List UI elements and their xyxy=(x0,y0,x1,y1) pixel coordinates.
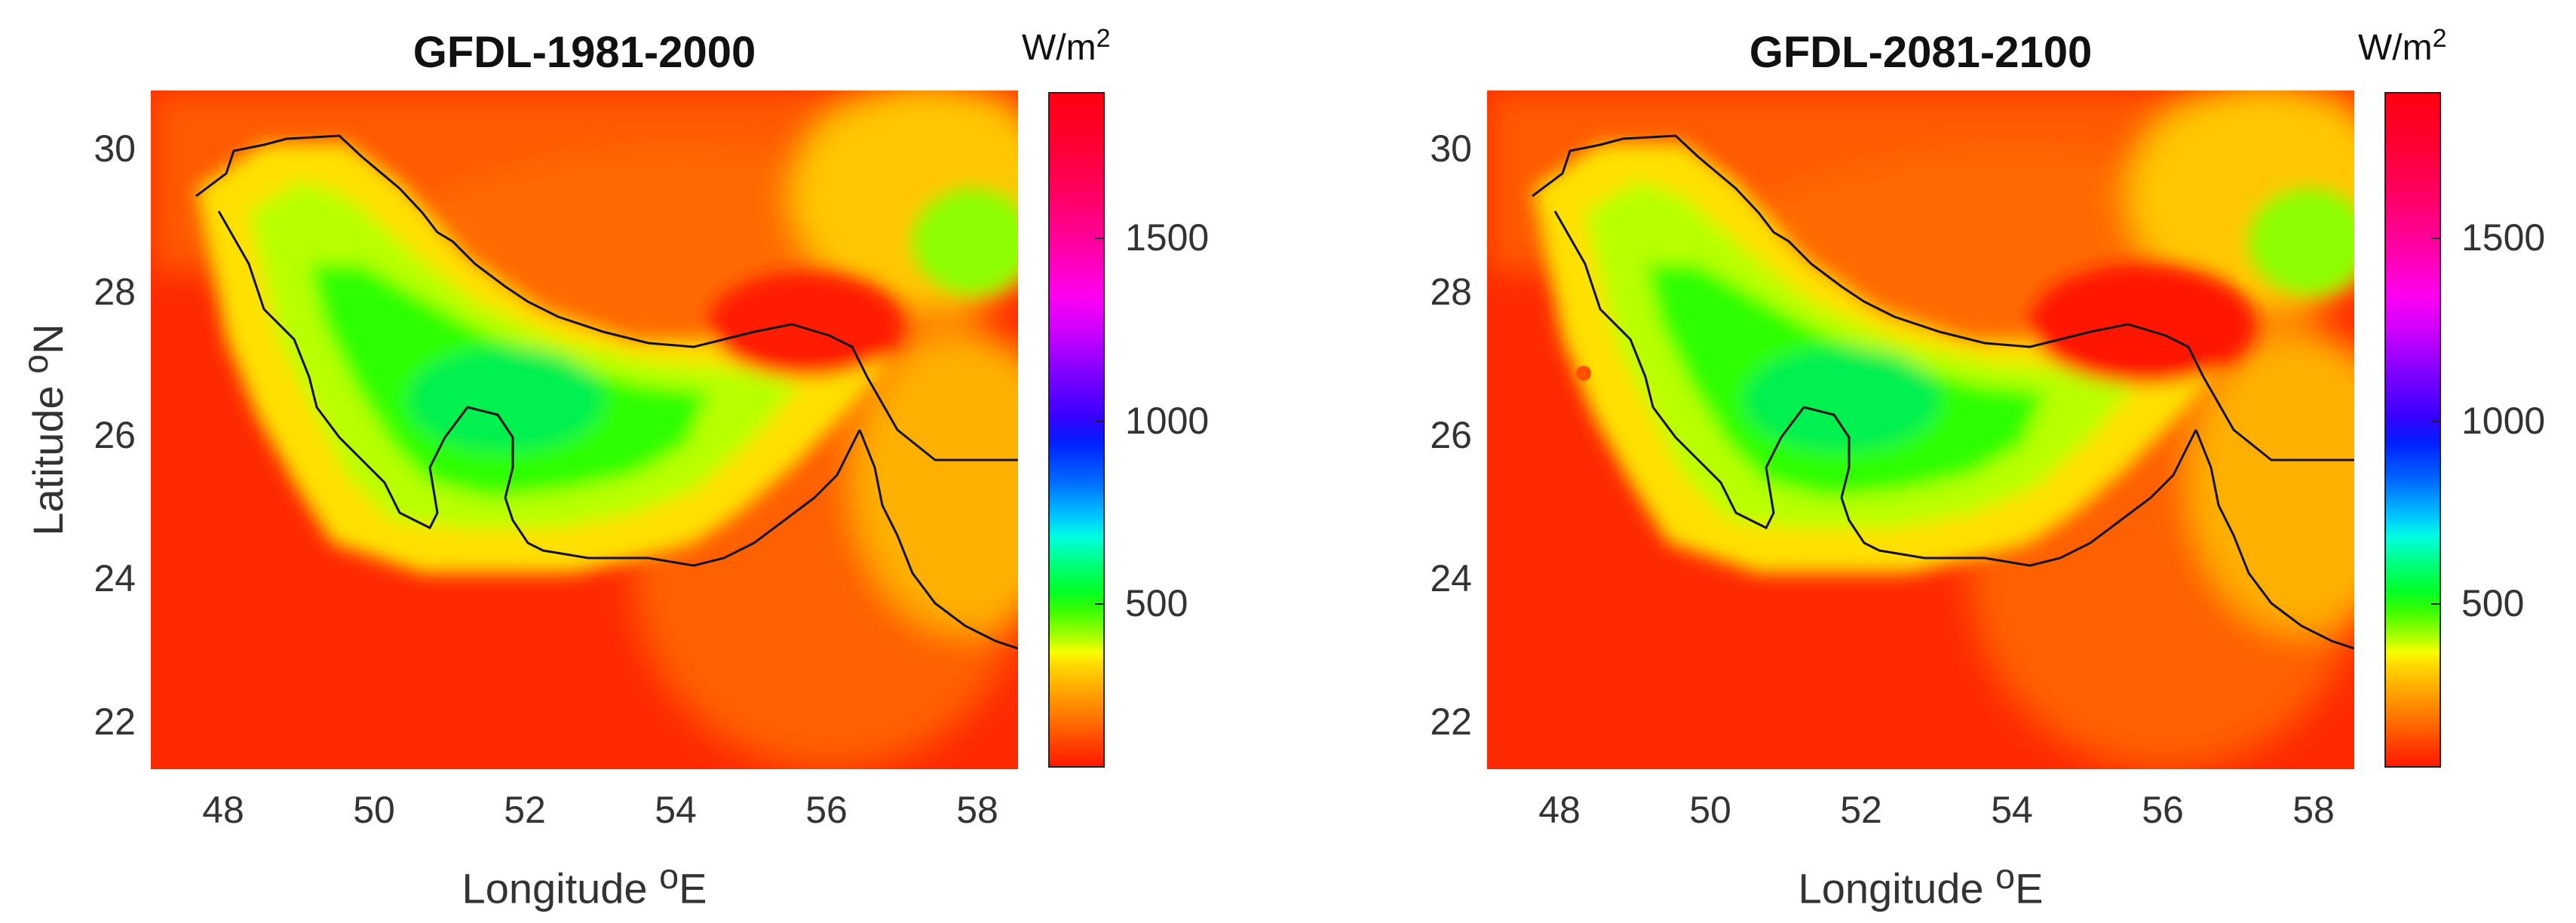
chart-title: GFDL-1981-2000 xyxy=(412,28,756,77)
y-tick-label: 24 xyxy=(94,557,136,599)
x-tick-label: 58 xyxy=(956,789,998,831)
y-tick-label: 26 xyxy=(1430,414,1472,456)
y-axis-degree: o xyxy=(16,354,56,374)
x-tick-label: 50 xyxy=(353,789,395,831)
panel-2081-2100: GFDL-2081-2100 xyxy=(1336,0,2576,923)
y-tick-label: 24 xyxy=(1430,557,1472,599)
colorbar xyxy=(1048,92,1105,768)
field-east-yellow xyxy=(852,332,1018,633)
x-tick-label: 48 xyxy=(1538,789,1581,831)
x-axis-unit: E xyxy=(679,864,707,912)
field-northeast-green xyxy=(2249,189,2354,294)
x-axis-label: Longitude oE xyxy=(151,856,1018,913)
coastline-arabia xyxy=(195,134,1018,462)
x-axis-label-text: Longitude xyxy=(462,864,648,912)
x-axis-degree: o xyxy=(659,857,679,896)
y-tick-label: 30 xyxy=(94,127,136,170)
colorbar-tick-label: 1000 xyxy=(2461,400,2546,442)
x-tick-label: 56 xyxy=(805,789,848,831)
colorbar-tick-label: 1500 xyxy=(1125,216,1210,259)
coastline-arabia xyxy=(1532,134,2354,462)
field-east-yellow xyxy=(2188,332,2354,633)
heatmap-plot xyxy=(151,90,1018,769)
colorbar-tick-mark xyxy=(2431,238,2441,239)
coastline-oman xyxy=(2194,429,2354,650)
x-tick-label: 52 xyxy=(504,789,546,831)
panel-1981-2000: GFDL-1981-2000 xyxy=(15,24,1210,913)
field-gulf-core xyxy=(1743,347,1940,452)
x-tick-label: 54 xyxy=(655,789,697,831)
x-axis-unit: E xyxy=(2015,864,2044,912)
coastline-qatar-uae xyxy=(217,210,861,567)
heatmap-plot xyxy=(1487,90,2354,769)
colorbar-unit-text: W/m xyxy=(1022,28,1096,68)
x-tick-label: 58 xyxy=(2292,789,2335,831)
x-tick-label: 56 xyxy=(2142,789,2184,831)
colorbar xyxy=(2384,92,2441,768)
colorbar-tick-label: 1000 xyxy=(1125,400,1210,442)
x-tick-label: 50 xyxy=(1689,789,1731,831)
y-tick-label: 30 xyxy=(1430,127,1472,170)
colorbar-tick-mark xyxy=(1095,421,1105,422)
colorbar-tick-label: 500 xyxy=(2461,582,2525,624)
y-tick-label: 28 xyxy=(94,271,136,313)
x-tick-label: 48 xyxy=(202,789,244,831)
field-iran-red xyxy=(2030,264,2256,385)
x-axis-label: Longitude oE xyxy=(1487,856,2354,913)
field-gulf-core xyxy=(407,347,603,452)
field-northeast-green xyxy=(912,189,1018,294)
x-tick-label: 52 xyxy=(1840,789,1882,831)
y-tick-label: 22 xyxy=(94,701,136,743)
y-tick-label: 22 xyxy=(1430,701,1472,743)
colorbar-unit: W/m2 xyxy=(1022,24,1111,69)
colorbar-unit-exponent: 2 xyxy=(1096,24,1111,53)
colorbar-unit-exponent: 2 xyxy=(2432,24,2447,53)
colorbar-tick-mark xyxy=(1095,238,1105,239)
heatmap-svg xyxy=(1487,90,2354,769)
colorbar-tick-label: 500 xyxy=(1125,582,1188,624)
chart-title: GFDL-2081-2100 xyxy=(1749,28,2093,77)
colorbar-tick-mark xyxy=(2431,603,2441,605)
x-tick-label: 54 xyxy=(1991,789,2033,831)
colorbar-unit: W/m2 xyxy=(2358,24,2447,69)
x-axis-degree: o xyxy=(1995,857,2016,896)
colorbar-tick-mark xyxy=(2431,421,2441,422)
y-axis-label-text: Latitude xyxy=(23,385,72,536)
y-tick-label: 28 xyxy=(1430,271,1472,313)
field-spot xyxy=(1576,366,1591,381)
coastline-oman xyxy=(858,429,1018,650)
colorbar-tick-label: 1500 xyxy=(2461,216,2546,259)
y-tick-label: 26 xyxy=(94,414,136,456)
heatmap-svg xyxy=(151,90,1018,769)
colorbar-unit-text: W/m xyxy=(2358,28,2433,68)
y-axis-label: Latitude oN xyxy=(15,324,72,535)
field-iran-red xyxy=(709,271,905,377)
colorbar-tick-mark xyxy=(1095,603,1105,605)
y-axis-unit: N xyxy=(23,324,72,354)
coastline-qatar-uae xyxy=(1553,210,2197,567)
x-axis-label-text: Longitude xyxy=(1798,864,1984,912)
